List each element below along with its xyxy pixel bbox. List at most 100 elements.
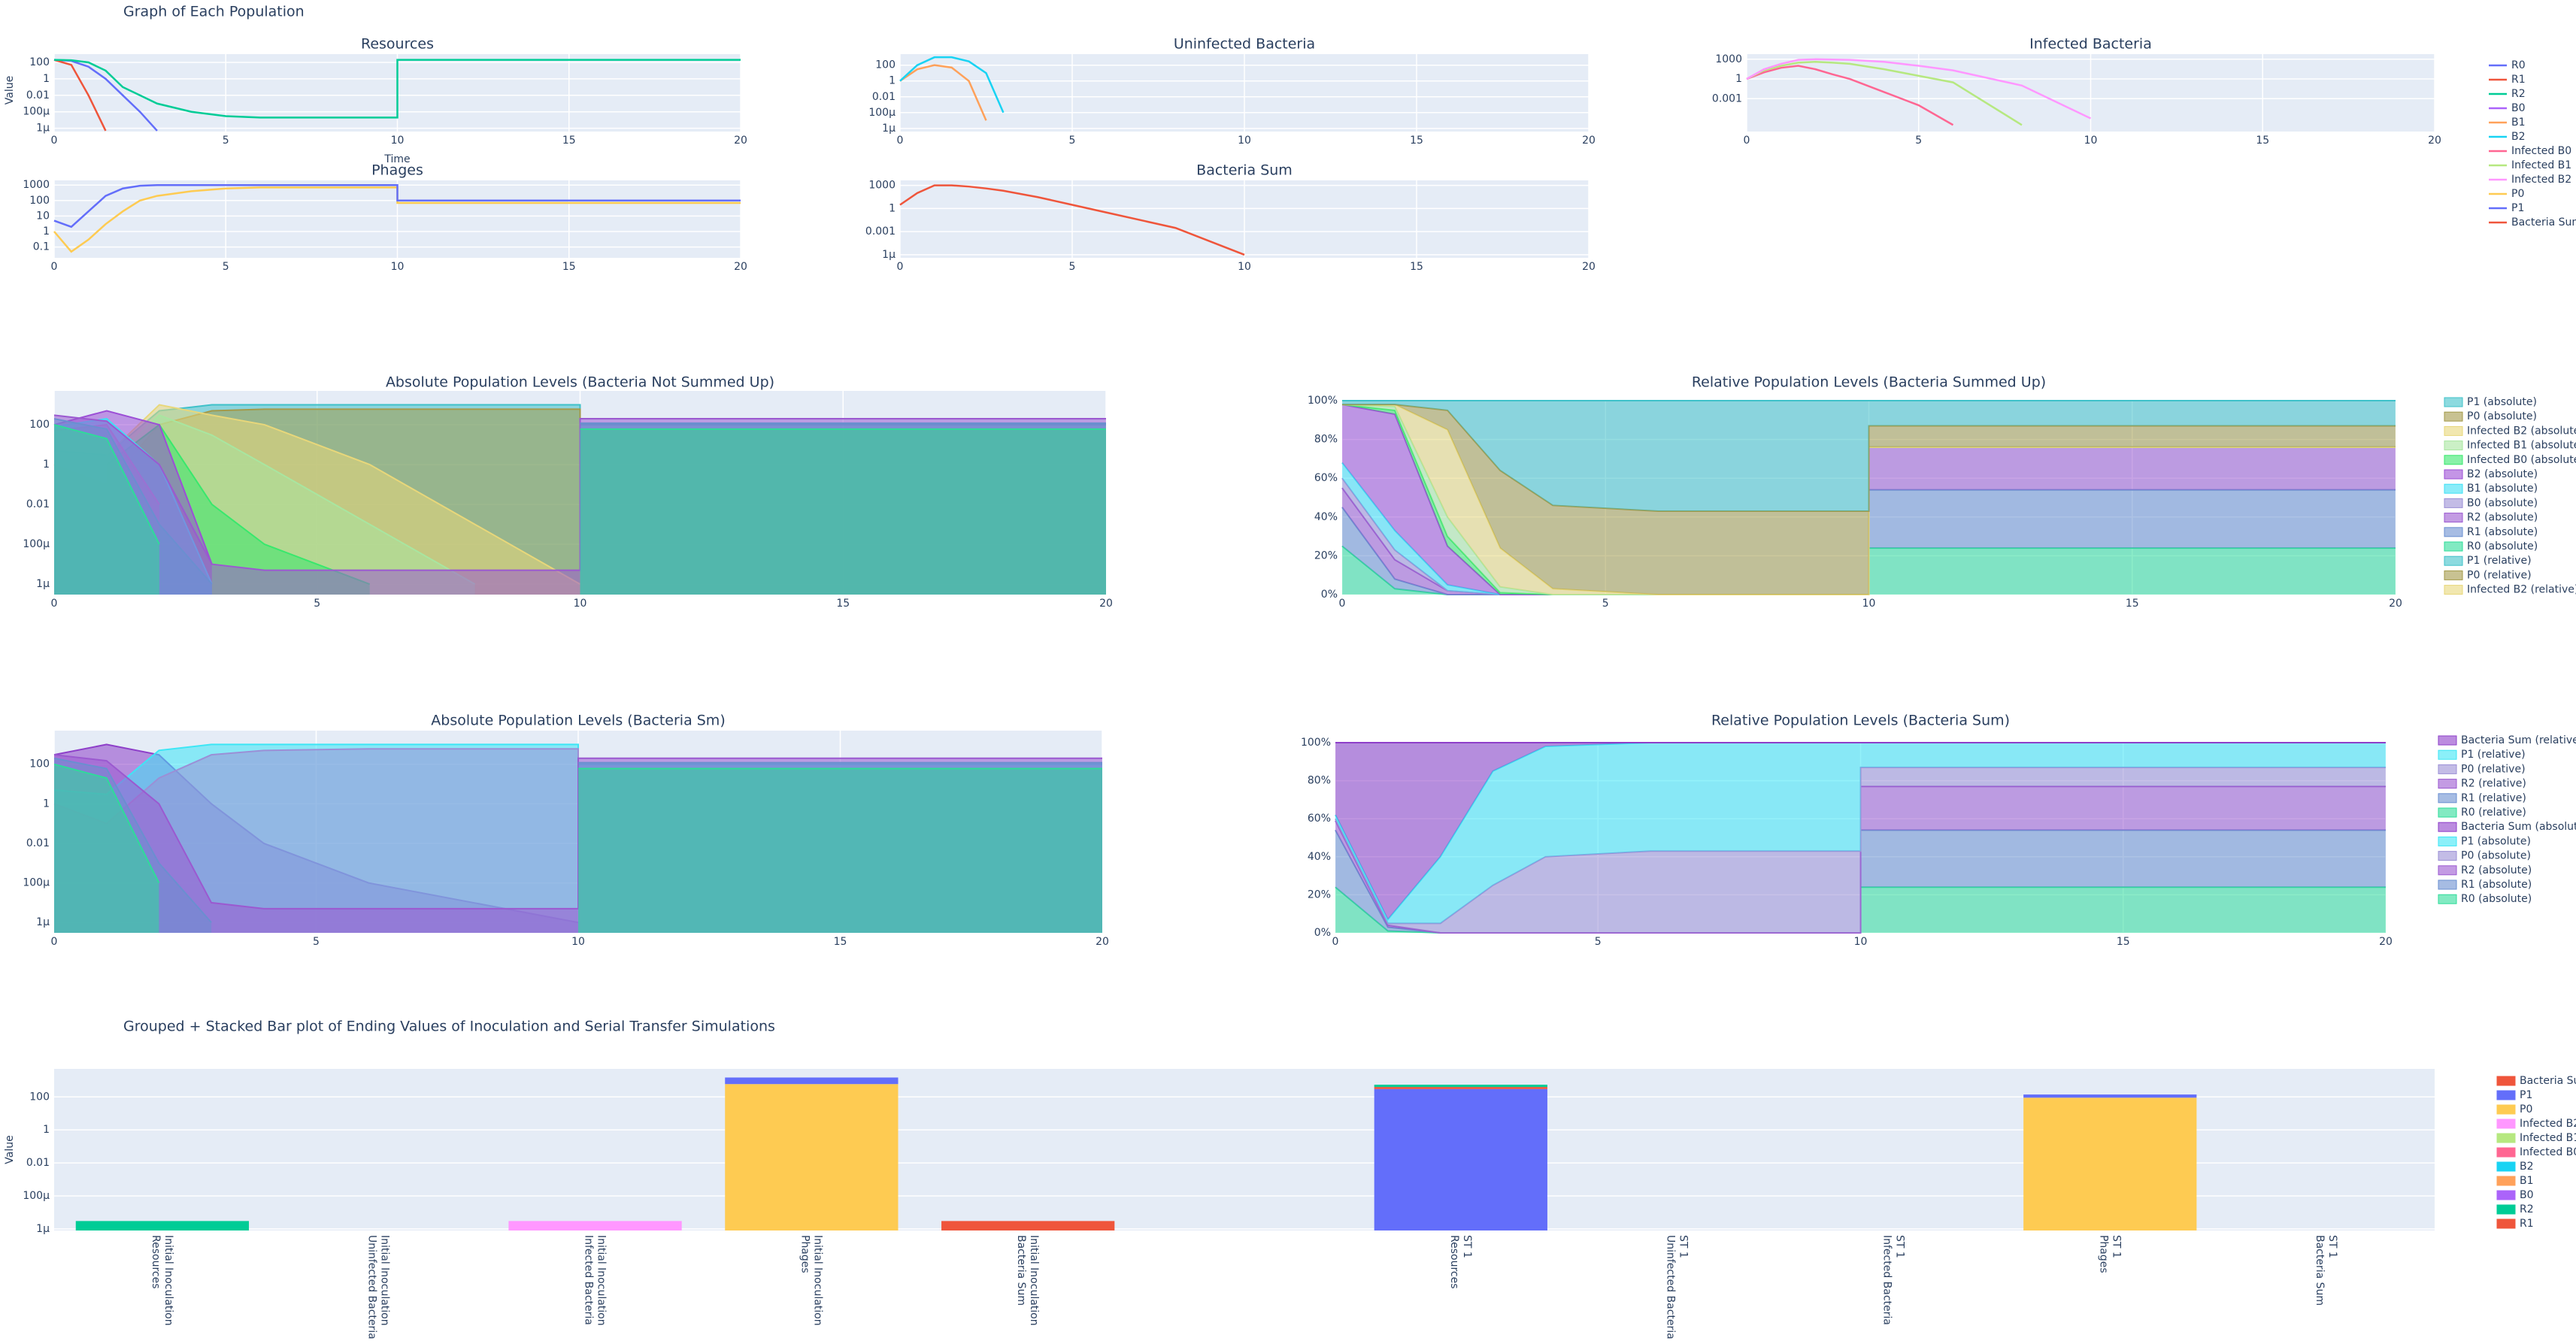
- y-tick-label: 0.01: [26, 1157, 50, 1169]
- area-edge: [106, 404, 580, 586]
- y-tick-label: 1µ: [882, 123, 896, 135]
- y-tick-label: 1000: [868, 180, 896, 192]
- y-tick-label: 100%: [1301, 737, 1331, 749]
- chart-title: Grouped + Stacked Bar plot of Ending Val…: [123, 1019, 775, 1035]
- x-tick-label: ST 1: [2110, 1235, 2122, 1258]
- legend-label: R1: [2520, 1218, 2534, 1230]
- legend-label: P1 (relative): [2461, 749, 2526, 761]
- figure-title: Graph of Each Population: [123, 4, 305, 20]
- y-tick-label: 60%: [1314, 472, 1338, 484]
- x-tick-label: 15: [836, 598, 850, 610]
- x-tick-label: 5: [313, 936, 320, 948]
- x-tick-label: 10: [1854, 936, 1868, 948]
- x-tick-label: Initial Inoculation: [596, 1235, 608, 1326]
- legend-label: P0 (absolute): [2467, 410, 2537, 422]
- y-tick-label: 100µ: [23, 1190, 50, 1202]
- y-tick-label: 100µ: [23, 877, 50, 889]
- x-tick-label: 10: [571, 936, 585, 948]
- legend-label: B2 (absolute): [2467, 468, 2538, 480]
- legend-label: Infected B0: [2520, 1146, 2576, 1158]
- legend-symbol: [2496, 1204, 2516, 1215]
- x-tick-label: 0: [1339, 598, 1346, 610]
- x-tick-label: 0: [51, 598, 58, 610]
- y-tick-label: 0.001: [1712, 92, 1742, 104]
- legend-label: Infected B2: [2520, 1118, 2576, 1130]
- y-tick-label: 1: [43, 459, 50, 471]
- x-tick-label: 15: [562, 261, 576, 273]
- legend-label: R2 (relative): [2461, 778, 2526, 790]
- y-tick-label: 1µ: [36, 916, 50, 928]
- area-edge: [53, 414, 1106, 571]
- chart-title: Phages: [371, 162, 423, 179]
- area-fill: [580, 428, 1106, 595]
- area-fill: [578, 768, 1102, 933]
- x-tick-label: Resources: [150, 1235, 162, 1289]
- legend-label: P0 (absolute): [2461, 850, 2531, 862]
- x-tick-label: Initial Inoculation: [811, 1235, 823, 1326]
- y-tick-label: 1: [1735, 73, 1742, 85]
- bar-segment: [725, 1077, 899, 1085]
- series-line: [1746, 65, 1954, 126]
- x-tick-label: 15: [2126, 598, 2139, 610]
- legend-label: B1: [2511, 117, 2526, 129]
- bar-segment: [2023, 1097, 2197, 1230]
- x-tick-label: Infected Bacteria: [1880, 1235, 1893, 1325]
- x-tick-label: 5: [1069, 261, 1076, 273]
- legend-label: R0 (absolute): [2467, 540, 2538, 552]
- legend-symbol: [2496, 1176, 2516, 1186]
- legend-symbol: [2444, 555, 2463, 566]
- x-tick-label: Resources: [1448, 1235, 1460, 1289]
- x-tick-label: ST 1: [2326, 1235, 2338, 1258]
- legend-symbol: [2444, 469, 2463, 480]
- chart-line: Phages 1000 100 10 1 0.10 5 10 15 20: [23, 162, 747, 274]
- legend-symbol: [2438, 879, 2457, 890]
- legend-label: R2: [2511, 88, 2526, 100]
- y-tick-label: 100: [29, 56, 50, 68]
- y-tick-label: 100%: [1308, 395, 1338, 407]
- x-tick-label: 20: [1582, 135, 1596, 147]
- legend-symbol: [2444, 541, 2463, 552]
- chart-title: Absolute Population Levels (Bacteria Sm): [431, 713, 725, 729]
- x-tick-label: 20: [734, 261, 747, 273]
- area-fill: [1335, 743, 2386, 924]
- x-tick-label: ST 1: [1461, 1235, 1473, 1258]
- x-tick-label: 20: [1096, 936, 1109, 948]
- chart-area: Relative Population Levels (Bacteria Sum…: [1301, 713, 2393, 949]
- y-tick-label: 40%: [1308, 851, 1331, 863]
- legend-label: Infected B2 (relative): [2467, 584, 2576, 596]
- bar-segment: [75, 1221, 250, 1230]
- x-tick-label: 10: [391, 261, 405, 273]
- legend-symbol: [2444, 570, 2463, 580]
- x-tick-label: Infected Bacteria: [583, 1235, 595, 1325]
- bar-segment: [508, 1221, 682, 1230]
- area-fill: [1335, 743, 2386, 920]
- series-line: [1746, 61, 2023, 126]
- legend-symbol: [2496, 1147, 2516, 1158]
- y-tick-label: 0.1: [33, 241, 50, 253]
- x-tick-label: Uninfected Bacteria: [1665, 1235, 1677, 1339]
- area-fill: [1335, 786, 2386, 933]
- area-fill: [1342, 404, 2396, 595]
- legend-label: B2: [2520, 1161, 2534, 1173]
- series-line: [53, 59, 741, 119]
- x-tick-label: 20: [2389, 598, 2402, 610]
- y-tick-label: 1: [43, 226, 50, 238]
- x-tick-label: 10: [1862, 598, 1876, 610]
- legend-label: P1 (absolute): [2467, 396, 2537, 408]
- legend-symbol: [2444, 483, 2463, 494]
- y-tick-label: 100µ: [868, 107, 896, 119]
- legend-label: R0: [2511, 59, 2526, 71]
- y-tick-label: 1: [889, 202, 896, 214]
- series-line: [1746, 58, 2092, 120]
- bar-segment: [2023, 1094, 2197, 1098]
- y-tick-label: 1µ: [36, 1223, 50, 1235]
- series-line: [53, 59, 107, 132]
- y-axis-title: Value: [4, 1135, 16, 1164]
- legend-label: B0 (absolute): [2467, 497, 2538, 509]
- chart-area: Relative Population Levels (Bacteria Sum…: [1308, 374, 2402, 610]
- series-line: [899, 184, 1245, 256]
- x-tick-label: 15: [2117, 936, 2130, 948]
- legend-symbol: [2496, 1076, 2516, 1086]
